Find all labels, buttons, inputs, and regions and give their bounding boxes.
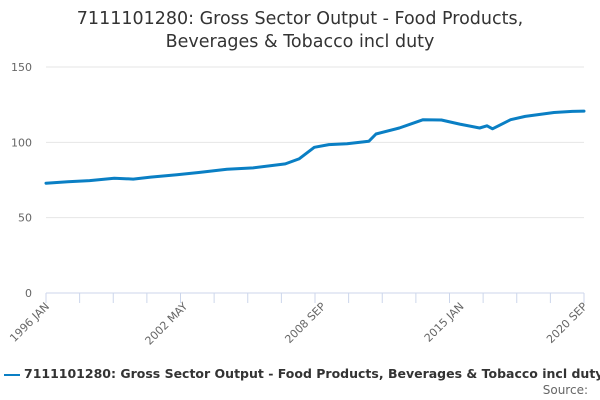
chart-title-line1: 7111101280: Gross Sector Output - Food P… [76,9,524,29]
x-tick-label: 2008 SEP [282,300,328,346]
chart-title-line2: Beverages & Tobacco incl duty [165,32,435,52]
legend-swatch [4,373,20,376]
y-tick-label: 100 [11,136,32,149]
source-label: Source: [542,383,588,397]
x-tick-label: 2020 SEP [544,300,590,346]
y-tick-label: 150 [11,61,32,74]
x-tick-label: 2015 JAN [422,300,467,345]
series-line [44,109,586,185]
y-tick-label: 50 [18,212,32,225]
x-tick-label: 2002 MAY [143,300,191,348]
x-tick-label: 1996 JAN [7,300,52,345]
chart-title: 7111101280: Gross Sector Output - Food P… [0,8,600,54]
legend-item[interactable]: 7111101280: Gross Sector Output - Food P… [4,366,600,381]
legend-label: 7111101280: Gross Sector Output - Food P… [24,366,600,381]
y-tick-label: 0 [25,287,32,300]
